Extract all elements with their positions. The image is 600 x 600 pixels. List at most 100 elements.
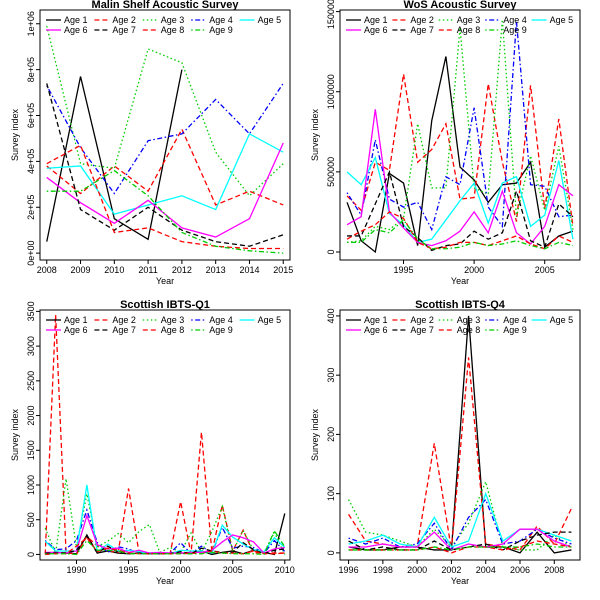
legend-label: Age 7 [410,325,434,335]
series-line-age-3 [346,19,574,244]
legend-label: Age 6 [64,325,88,335]
series-line-age-8 [346,211,574,250]
y-tick-label: 1500 [26,440,36,460]
legend-label: Age 5 [258,15,282,25]
legend-label: Age 8 [161,325,185,335]
legend-label: Age 3 [457,315,481,325]
y-tick-label: 2500 [26,371,36,391]
x-tick-label: 2005 [223,565,243,575]
x-tick-label: 2002 [441,565,461,575]
series-line-age-5 [346,155,574,244]
plot-area-frame [339,309,581,561]
x-axis-label: Year [451,576,469,586]
legend-label: Age 3 [457,15,481,25]
y-tick-label: 3000 [26,336,36,356]
series-line-age-1 [348,315,572,554]
legend-label: Age 1 [364,15,388,25]
x-tick-label: 2012 [172,265,192,275]
series-lines [46,25,284,254]
legend-label: Age 4 [503,315,527,325]
y-tick-label: 100 [326,486,336,501]
chart-panel-1: Malin Shelf Acoustic Survey 2008 2009 2010 2… [10,0,293,286]
x-tick-label: 2013 [206,265,226,275]
chart-title: Scottish IBTS-Q1 [120,299,210,311]
y-tick-label: 400 [326,308,336,323]
series-line-age-8 [45,536,285,556]
legend: Age 1 Age 2 Age 3 Age 4 Age 5 Age 6 Age 7 Age 8… [346,315,573,335]
legend-label: Age 9 [503,25,527,35]
x-tick-label: 1998 [373,565,393,575]
x-tick-label: 2015 [273,265,293,275]
y-axis-label: Survey index [10,108,20,161]
chart-title: WoS Acoustic Survey [403,0,517,11]
legend-label: Age 8 [457,325,481,335]
x-tick-label: 2010 [275,565,295,575]
x-tick-label: 1996 [339,565,359,575]
x-tick-label: 1995 [119,565,139,575]
series-line-age-3 [347,479,572,551]
y-tick-label: 1000000 [326,74,336,109]
plot-area-frame [39,9,291,261]
y-tick-label: 500 [26,512,36,527]
y-tick-label: 0 [26,552,36,557]
x-tick-label: 2000 [407,565,427,575]
y-tick-label: 8e+05 [26,57,36,82]
legend-label: Age 7 [410,25,434,35]
series-line-age-9 [348,543,572,551]
y-tick-label: 0e+00 [26,240,36,265]
x-tick-label: 2010 [104,265,124,275]
legend: Age 1 Age 2 Age 3 Age 4 Age 5 Age 6 Age 7 Age 8… [46,315,281,335]
series-line-age-8 [348,540,572,554]
legend: Age 1 Age 2 Age 3 Age 4 Age 5 Age 6 Age 7 Age 8… [46,15,281,35]
legend-label: Age 6 [364,25,388,35]
legend-label: Age 1 [64,15,88,25]
y-axis-label: Survey index [10,408,20,461]
series-line-age-6 [46,142,284,238]
x-tick-label: 2011 [138,265,157,275]
chart-title: Scottish IBTS-Q4 [415,299,506,311]
legend-label: Age 3 [161,315,185,325]
series-line-age-8 [46,144,284,250]
x-tick-label: 2008 [37,265,57,275]
legend-label: Age 2 [112,315,136,325]
x-tick-label: 2014 [239,265,259,275]
legend-label: Age 7 [112,25,136,35]
series-line-age-5 [46,132,284,215]
series-line-age-6 [45,513,285,554]
legend-label: Age 1 [64,315,88,325]
y-tick-label: 2000 [26,406,36,426]
y-axis-label: Survey index [310,108,320,161]
legend-label: Age 2 [410,315,434,325]
x-tick-label: 2005 [535,265,555,275]
series-line-age-4 [346,21,574,232]
legend-label: Age 5 [550,15,574,25]
series-line-age-4 [46,83,284,195]
series-line-age-2 [348,357,573,551]
legend-label: Age 5 [258,315,282,325]
plot-area-frame [339,9,581,261]
series-line-age-9 [45,529,286,556]
legend-label: Age 4 [209,15,233,25]
plot-area-frame [39,309,291,561]
series-lines [346,19,574,254]
chart-title: Malin Shelf Acoustic Survey [92,0,240,11]
series-line-age-3 [46,25,284,197]
legend-label: Age 9 [209,25,233,35]
y-tick-label: 2e+05 [26,195,36,220]
legend-label: Age 7 [112,325,136,335]
x-axis-label: Year [156,276,174,286]
x-tick-label: 1995 [394,265,414,275]
x-tick-label: 1990 [66,565,86,575]
x-tick-label: 2009 [71,265,91,275]
series-line-age-6 [346,109,574,247]
legend-label: Age 1 [364,315,388,325]
x-tick-label: 2006 [510,565,530,575]
series-line-age-6 [348,528,572,551]
legend-label: Age 8 [161,25,185,35]
y-axis-label: Survey index [310,408,320,461]
series-line-age-2 [46,127,284,206]
series-line-age-2 [346,73,574,227]
series-line-age-7 [347,169,574,252]
series-line-age-9 [347,218,574,250]
